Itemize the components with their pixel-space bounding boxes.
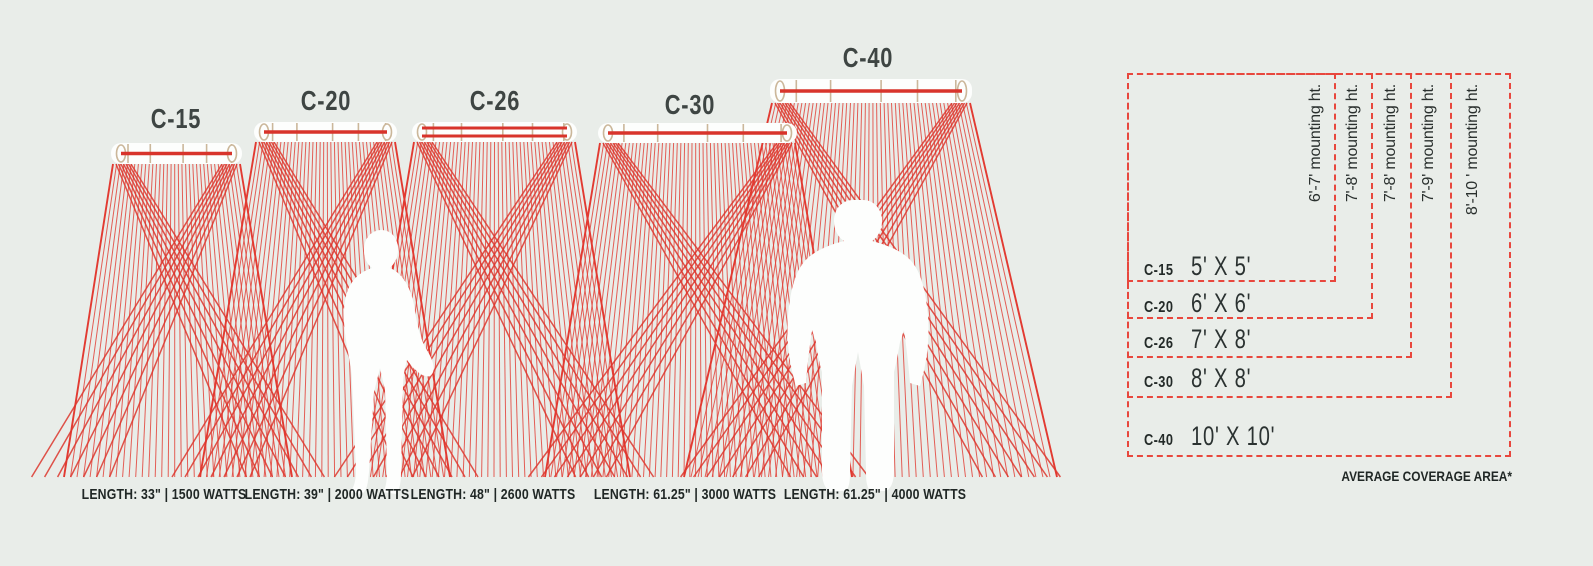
heater-spec-c15: LENGTH: 33" | 1500 WATTS [81,486,247,503]
mounting-height-label-c40: 8'-10 ' mounting ht. [1464,84,1481,216]
heater-spec-c40: LENGTH: 61.25" | 4000 WATTS [783,486,967,503]
heater-label-c26: C-26 [469,85,521,116]
heater-label-c20: C-20 [300,85,352,116]
mounting-height-label-c15: 6'-7' mounting ht. [1307,84,1324,203]
coverage-row-c26: C-26 7' X 8' [1144,324,1271,355]
coverage-row-model: C-40 [1144,432,1174,449]
person-silhouette-large [787,200,929,491]
heater-spec-c20: LENGTH: 39" | 2000 WATTS [244,486,410,503]
coverage-row-size: 8' X 8' [1190,363,1251,393]
coverage-row-c40: C-40 10' X 10' [1144,421,1303,452]
heater-spec-c30: LENGTH: 61.25" | 3000 WATTS [593,486,777,503]
heater-bar-c30 [598,123,797,143]
coverage-area-c15 [1127,73,1336,282]
person-silhouette-small [343,230,434,494]
coverage-chart-footnote: AVERAGE COVERAGE AREA* [1341,468,1512,484]
heater-label-c30: C-30 [664,89,716,120]
heater-bar-c20 [254,122,397,142]
coverage-row-model: C-26 [1144,335,1174,352]
coverage-row-size: 10' X 10' [1190,421,1275,451]
coverage-row-c20: C-20 6' X 6' [1144,288,1271,319]
coverage-row-size: 7' X 8' [1190,324,1251,354]
coverage-row-model: C-20 [1144,299,1174,316]
coverage-row-model: C-15 [1144,262,1174,279]
heater-spec-c26: LENGTH: 48" | 2600 WATTS [410,486,576,503]
fan-c15 [30,163,326,478]
people-silhouettes [343,200,929,494]
coverage-row-c15: C-15 5' X 5' [1144,251,1271,282]
fan-c26 [333,141,655,478]
heater-label-c15: C-15 [150,103,202,134]
coverage-row-size: 5' X 5' [1190,251,1251,281]
coverage-row-c30: C-30 8' X 8' [1144,363,1271,394]
coverage-row-size: 6' X 6' [1190,288,1251,318]
mounting-height-label-c20: 7'-8' mounting ht. [1344,84,1361,203]
heater-bar-c15 [111,143,242,164]
mounting-height-label-c30: 7'-9' mounting ht. [1420,84,1437,203]
mounting-height-label-c26: 7'-8' mounting ht. [1382,84,1399,203]
heater-bar-c40 [770,79,972,103]
heater-label-c40: C-40 [842,42,894,73]
heater-bar-c26 [412,122,577,142]
coverage-row-model: C-30 [1144,374,1174,391]
